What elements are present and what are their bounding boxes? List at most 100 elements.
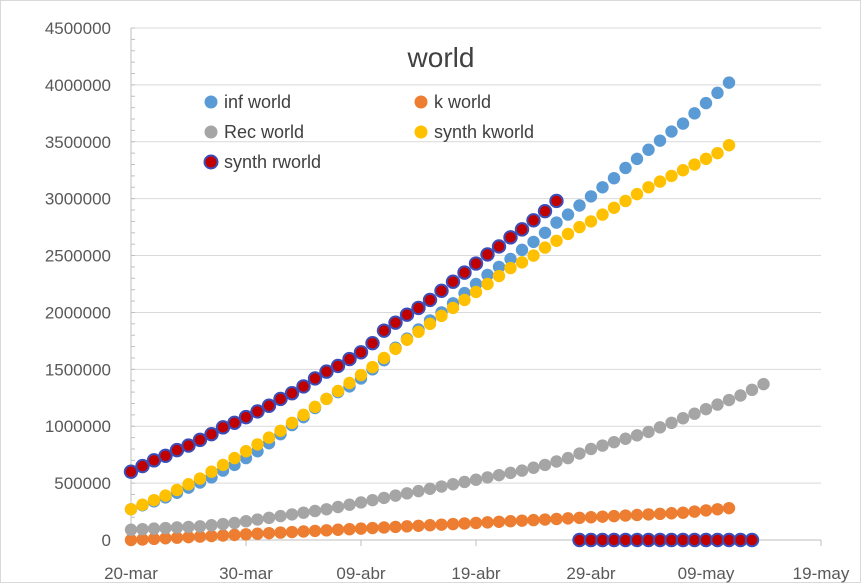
y-tick-label: 4000000 [45, 76, 111, 95]
data-point [688, 107, 701, 120]
data-point [159, 521, 172, 535]
data-point [343, 522, 356, 536]
data-point [251, 438, 264, 451]
data-point [274, 526, 287, 539]
data-point [526, 213, 541, 228]
data-point [366, 360, 379, 374]
data-point [261, 398, 277, 413]
data-point [734, 389, 747, 402]
data-point [676, 412, 690, 425]
data-point [366, 493, 379, 507]
data-point [388, 315, 403, 330]
legend-label: inf world [224, 92, 291, 112]
chart-title: world [407, 42, 475, 73]
data-point [538, 513, 552, 526]
data-point [124, 523, 138, 536]
legend-entry: inf world [204, 92, 291, 112]
data-point [469, 473, 483, 486]
data-point [205, 529, 218, 543]
data-point [468, 256, 484, 271]
data-point [412, 325, 425, 338]
data-point [193, 530, 207, 543]
data-point [596, 439, 609, 452]
data-point [159, 532, 172, 545]
data-point [216, 529, 230, 542]
data-point [377, 521, 391, 534]
data-point [193, 472, 207, 485]
data-point [228, 516, 241, 530]
legend-marker [204, 125, 218, 139]
data-point [411, 300, 426, 316]
data-point [412, 519, 425, 532]
data-point [297, 525, 310, 538]
data-point [193, 520, 207, 533]
legend-label: Rec world [224, 122, 304, 142]
data-point [354, 496, 368, 509]
data-point [492, 515, 506, 528]
y-tick-label: 1500000 [45, 360, 111, 379]
legend-entry: synth kworld [414, 122, 534, 142]
data-point [711, 146, 724, 160]
data-point [503, 230, 518, 245]
data-point [527, 235, 540, 249]
data-point [354, 522, 368, 535]
data-point [423, 482, 437, 495]
data-point [653, 507, 667, 521]
x-tick-label: 19-may [793, 564, 850, 583]
data-point [354, 368, 368, 382]
data-point [446, 301, 460, 315]
data-point [239, 515, 253, 528]
data-point [170, 483, 184, 497]
series-layer [123, 76, 770, 548]
data-point [251, 527, 264, 540]
data-point [181, 438, 196, 453]
data-point [124, 503, 138, 516]
x-tick-label: 19-abr [451, 564, 500, 583]
data-point [458, 293, 471, 307]
data-point [688, 158, 701, 171]
data-point [435, 518, 448, 531]
x-tick-label: 30-mar [219, 564, 273, 583]
data-point [365, 335, 380, 351]
data-point [205, 519, 218, 532]
data-point [653, 134, 667, 147]
y-tick-label: 2000000 [45, 303, 111, 322]
data-point [147, 493, 161, 507]
data-point [573, 220, 586, 234]
data-point [538, 226, 552, 239]
data-point [400, 520, 414, 533]
data-point [389, 489, 402, 502]
data-point [320, 524, 333, 537]
data-point [711, 503, 724, 516]
series-k-world [124, 501, 736, 547]
data-point [699, 96, 713, 110]
data-point [492, 468, 506, 482]
data-point [366, 521, 379, 535]
data-point [274, 509, 287, 523]
data-point [445, 274, 461, 289]
data-point [504, 261, 517, 275]
data-point [182, 478, 195, 491]
data-point [182, 530, 195, 544]
data-point [320, 392, 333, 406]
data-point [423, 519, 437, 532]
series-Rec-world [124, 377, 770, 536]
data-point [665, 416, 678, 430]
data-point [676, 164, 690, 177]
data-point [136, 522, 149, 536]
data-point [182, 520, 195, 534]
y-tick-label: 1000000 [45, 417, 111, 436]
data-point [331, 523, 345, 536]
data-point [744, 532, 760, 548]
data-point [250, 404, 265, 419]
data-point [239, 445, 253, 458]
data-point [297, 408, 310, 422]
data-point [573, 447, 586, 460]
data-point [216, 517, 230, 531]
legend: inf world k world Rec world synth kworld syn… [203, 92, 534, 172]
data-point [342, 351, 357, 367]
y-tick-label: 0 [102, 531, 111, 550]
data-point [561, 208, 575, 221]
data-point [607, 509, 621, 523]
